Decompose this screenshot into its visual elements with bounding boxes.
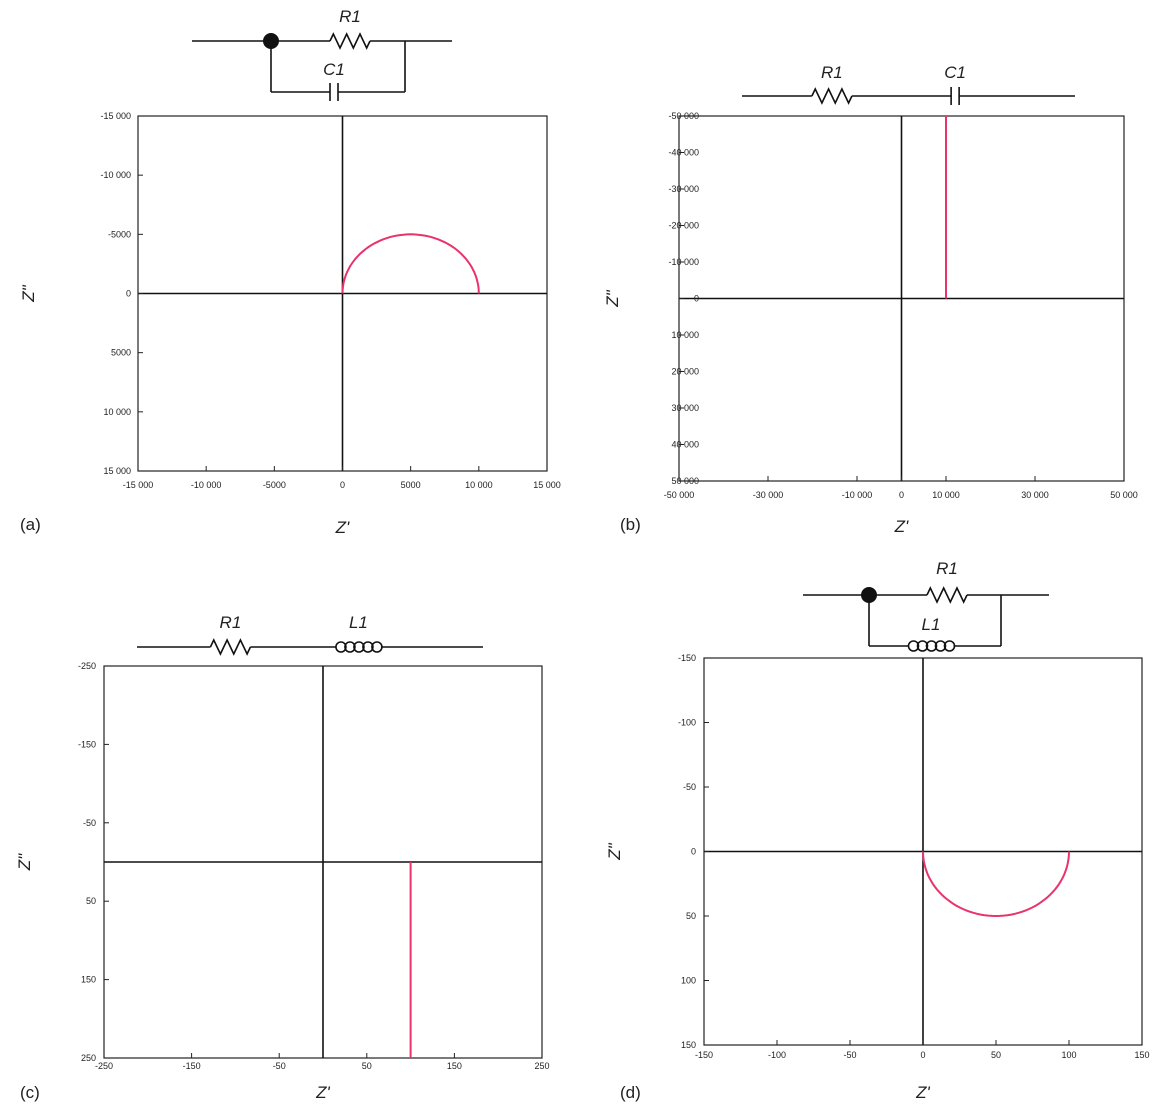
x-tick-label: 0 <box>899 490 904 500</box>
y-tick-label: 0 <box>126 289 131 299</box>
x-tick-label: 15 000 <box>533 480 561 490</box>
y-tick-label: -50 000 <box>668 111 699 121</box>
impedance-curve <box>922 851 1070 918</box>
circuit-diagram: R1 C1 <box>192 7 452 101</box>
x-tick-label: 250 <box>534 1061 549 1071</box>
y-tick-label: 50 <box>86 896 96 906</box>
y-tick-label: 10 000 <box>671 330 699 340</box>
y-tick-label: 100 <box>681 976 696 986</box>
x-tick-label: -5000 <box>263 480 286 490</box>
circuit-diagram: R1 L1 <box>803 559 1049 652</box>
x-tick-label: 150 <box>447 1061 462 1071</box>
component-l1-symbol <box>335 641 383 653</box>
y-axis-title: Z" <box>603 289 622 307</box>
y-tick-label: 0 <box>694 294 699 304</box>
component-c1-label: C1 <box>323 60 345 79</box>
x-tick-label: -15 000 <box>123 480 154 490</box>
y-tick-label: -15 000 <box>100 111 131 121</box>
x-tick-label: 30 000 <box>1021 490 1049 500</box>
circuit-diagram: R1 L1 <box>137 613 483 656</box>
circuit-node-dot <box>861 587 877 603</box>
x-tick-label: 0 <box>920 1050 925 1060</box>
y-tick-label: -40 000 <box>668 148 699 158</box>
x-tick-label: 10 000 <box>465 480 493 490</box>
x-tick-label: 5000 <box>401 480 421 490</box>
x-axis-title: Z' <box>335 518 350 537</box>
x-tick-label: -10 000 <box>842 490 873 500</box>
component-l1-label: L1 <box>349 613 368 632</box>
y-axis-title: Z" <box>15 853 34 871</box>
y-tick-label: 40 000 <box>671 440 699 450</box>
panel-label: (a) <box>20 515 41 534</box>
y-tick-label: 20 000 <box>671 367 699 377</box>
x-tick-label: -250 <box>95 1061 113 1071</box>
x-tick-label: -50 <box>273 1061 286 1071</box>
y-tick-label: -150 <box>78 739 96 749</box>
panel-label: (c) <box>20 1083 40 1102</box>
y-axis-title: Z" <box>19 284 38 302</box>
x-axis-title: Z' <box>894 517 909 536</box>
x-tick-label: -50 000 <box>664 490 695 500</box>
y-tick-label: 30 000 <box>671 403 699 413</box>
component-l1-label: L1 <box>922 615 941 634</box>
component-r1-symbol <box>811 87 853 105</box>
chart-panel-c: R1 L1-250 -150 -50 50 150 250-250-150-50501502… <box>15 613 550 1102</box>
y-tick-label: 150 <box>681 1040 696 1050</box>
y-tick-label: -150 <box>678 653 696 663</box>
impedance-curve <box>341 233 480 294</box>
x-tick-label: -30 000 <box>753 490 784 500</box>
chart-panel-a: R1 C1 -15 000 -10 000 -5000 0 5000 10 000 15 000… <box>19 7 561 537</box>
x-tick-label: 0 <box>340 480 345 490</box>
component-r1-symbol <box>329 32 371 50</box>
y-tick-label: 0 <box>691 847 696 857</box>
circuit-node-dot <box>263 33 279 49</box>
component-r1-symbol <box>926 586 968 604</box>
y-tick-label: 15 000 <box>103 466 131 476</box>
circuit-diagram: R1 C1 <box>742 63 1075 105</box>
y-tick-label: 50 <box>686 911 696 921</box>
component-c1-symbol <box>329 83 339 101</box>
y-tick-label: -50 <box>683 782 696 792</box>
x-tick-label: -150 <box>695 1050 713 1060</box>
y-tick-label: -5000 <box>108 229 131 239</box>
y-tick-label: -30 000 <box>668 184 699 194</box>
component-l1-symbol <box>907 640 956 652</box>
y-tick-label: -20 000 <box>668 221 699 231</box>
panel-label: (d) <box>620 1083 641 1102</box>
x-axis-title: Z' <box>915 1083 930 1102</box>
y-axis-title: Z" <box>605 842 624 860</box>
y-tick-label: 50 000 <box>671 476 699 486</box>
y-tick-label: -10 000 <box>100 170 131 180</box>
x-tick-label: -50 <box>843 1050 856 1060</box>
y-tick-label: -100 <box>678 718 696 728</box>
x-tick-label: 100 <box>1061 1050 1076 1060</box>
component-r1-label: R1 <box>821 63 843 82</box>
y-tick-label: -250 <box>78 661 96 671</box>
x-tick-label: -100 <box>768 1050 786 1060</box>
y-tick-label: 10 000 <box>103 407 131 417</box>
y-tick-label: 5000 <box>111 348 131 358</box>
y-tick-label: 150 <box>81 975 96 985</box>
component-r1-symbol <box>209 638 252 656</box>
panel-label: (b) <box>620 515 641 534</box>
component-c1-label: C1 <box>944 63 966 82</box>
x-tick-label: 50 000 <box>1110 490 1138 500</box>
y-tick-label: -50 <box>83 818 96 828</box>
component-r1-label: R1 <box>220 613 242 632</box>
component-c1-symbol <box>950 87 960 105</box>
x-tick-label: 150 <box>1134 1050 1149 1060</box>
x-tick-label: 50 <box>991 1050 1001 1060</box>
y-tick-label: 250 <box>81 1053 96 1063</box>
component-r1-label: R1 <box>339 7 361 26</box>
x-tick-label: -150 <box>183 1061 201 1071</box>
chart-panel-b: R1 C1 -50 000 -30 000 -10 000 0 10 000 30 000 50… <box>603 63 1138 536</box>
component-r1-label: R1 <box>936 559 958 578</box>
x-tick-label: -10 000 <box>191 480 222 490</box>
x-tick-label: 10 000 <box>932 490 960 500</box>
x-tick-label: 50 <box>362 1061 372 1071</box>
x-axis-title: Z' <box>315 1083 330 1102</box>
y-tick-label: -10 000 <box>668 257 699 267</box>
